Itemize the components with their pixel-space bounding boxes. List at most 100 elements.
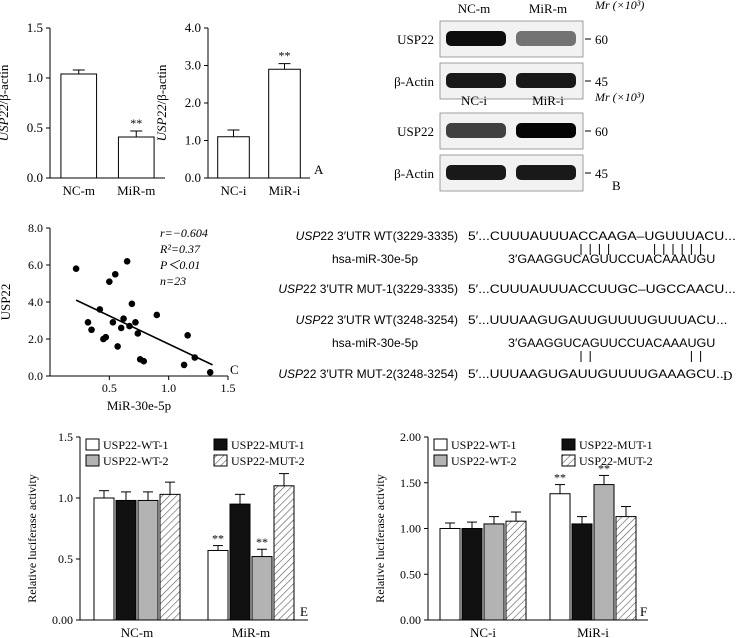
stats-p: P＜0.01 [159,258,200,272]
scatter-point [106,278,113,285]
x-tick-label: 1.0 [161,381,176,395]
x-tick-label-nc-m: NC-m [63,183,96,198]
bar-chart-e: 0.00 0.5 1.0 1.5 NC-m ** ** MiR-m USP22-WT-1 USP2… [25,430,308,638]
alignment-label-text: 22 3′UTR WT(3229-3335) [320,229,458,243]
scatter-point [153,311,161,319]
y-axis-label: USP22 [0,284,13,321]
x-tick-label: 0.5 [102,381,117,395]
bar-chart-f: 0.00 0.50 1.00 1.50 2.00 NC-i ** ** MiR-i USP22-W… [373,430,653,638]
scatter-point [114,343,121,350]
scatter-point [117,324,125,332]
legend-swatch-usp22-mut-2 [561,454,576,467]
bar-usp22-wt-2-mir-m [251,556,273,621]
bar-usp22-mut-2-nc-i [505,520,527,621]
stats-n: n=23 [160,274,186,288]
legend-label-usp22-wt-1: USP22-WT-1 [451,438,517,452]
bar-usp22-wt-2-mir-i [593,484,615,621]
alignment-label-text: 22 3′UTR MUT-2(3248-3254) [303,367,458,381]
alignment-seq-1: 3′GAAGGUCAGUUCCUACAAAUGU [508,252,715,266]
alignment-label-1: hsa-miR-30e-5p [332,252,418,266]
y-tick-label: 1.0 [27,70,43,85]
legend-label-usp22-mut-2: USP22-MUT-2 [231,454,305,468]
alignment-label-3: USP22 3′UTR WT(3248-3254) [296,313,458,327]
significance-label: ** [212,532,224,546]
scatter-chart-c: 0.0 2.0 4.0 6.0 8.0 0.5 1.0 1.5 r=−0.604 R²=0.37 P… [0,221,239,413]
x-tick-label-nc-i: NC-i [221,183,247,198]
scatter-point [102,333,110,341]
panel-letter: D [723,368,732,383]
alignment-label-text: 22 3′UTR WT(3248-3254) [320,313,458,327]
y-tick-label: 0.00 [52,613,73,627]
bar-usp22-wt-1-mir-m [207,549,229,621]
lane-label-nc-i: NC-i [461,93,487,108]
bar-usp22-wt-2-nc-i [483,523,505,621]
y-tick-label: 3.0 [185,58,201,73]
x-tick-label-nc-m: NC-m [121,625,154,638]
alignment-label-text: hsa-miR-30e-5p [332,336,418,350]
bar-nc-i [217,136,250,179]
bar-chart-a-nc-i: 0.0 1.0 2.0 3.0 4.0 NC-i ** MiR-i USP22/β-actin A [154,20,324,198]
bar-nc-m [60,73,98,179]
y-tick-label: 1.00 [400,522,421,536]
legend-label-usp22-mut-2: USP22-MUT-2 [579,454,653,468]
alignment-label-italic: USP [278,367,303,381]
bar-usp22-mut-2-nc-m [159,493,181,621]
y-tick-label: 1.0 [185,133,201,148]
lane-label-nc-m: NC-m [458,1,491,16]
alignment-label-text: 22 3′UTR MUT-1(3229-3335) [303,282,458,296]
legend-swatch-usp22-wt-1 [85,438,100,451]
alignment-label-2: USP22 3′UTR MUT-1(3229-3335) [278,282,458,296]
mr-value: 60 [595,32,608,47]
bar-usp22-mut-2-mir-i [615,516,637,621]
panel-letter: A [314,162,324,177]
y-axis-label-italic: USP22 [154,104,169,141]
blot-band-usp22-mir-i [516,123,576,138]
legend-swatch-usp22-wt-2 [85,454,100,467]
alignment-seq-5: 5′...UUUAAGUGAUUGUUUUGAAAGCU... [468,367,727,381]
x-tick-label-mir-m: MiR-m [117,183,155,198]
scatter-point [72,265,80,273]
scatter-point [140,357,148,365]
mr-value: 60 [595,124,608,139]
scatter-point [123,258,131,265]
stats-r2: R²=0.37 [159,242,201,256]
mr-label-bottom: Mr (×10³) [594,90,644,104]
bar-usp22-wt-1-nc-i [439,528,461,621]
alignment-label-text: hsa-miR-30e-5p [332,252,418,266]
panel-letter: C [230,362,239,377]
y-axis-label-rest: /β-actin [154,64,169,104]
y-tick-label: 1.5 [27,20,43,35]
y-tick-label: 2.0 [185,95,201,110]
bar-usp22-mut-1-mir-m [229,503,251,621]
bar-mir-i [268,68,301,179]
blot-band-actin-nc-i [446,165,506,180]
y-tick-label: 4.0 [185,20,201,35]
x-tick-label-mir-m: MiR-m [232,625,270,638]
alignment-label-italic: USP [296,313,321,327]
legend-label-usp22-wt-2: USP22-WT-2 [103,454,169,468]
alignment-seq-0: 5′...CUUUAUUUACCAAGA–UGUUUACU... [468,229,736,243]
significance-label: ** [554,471,566,485]
scatter-point [184,332,191,339]
y-axis-label: USP22/β-actin [154,64,169,141]
legend-swatch-usp22-mut-1 [561,438,576,451]
lane-label-mir-m: MiR-m [529,1,567,16]
scatter-point [206,369,214,376]
x-tick-label-nc-i: NC-i [470,625,496,638]
blot-band-usp22-nc-i [446,123,506,138]
lane-label-mir-i: MiR-i [532,93,564,108]
mr-value: 45 [595,74,608,89]
legend-swatch-usp22-mut-1 [213,438,228,451]
row-label-actin: β-Actin [394,166,434,181]
y-axis-label-italic: USP22 [0,104,11,141]
scatter-point [88,326,95,334]
y-tick-label: 0.0 [185,170,201,185]
blot-band-usp22-mir-m [516,31,576,46]
scatter-point [134,330,142,337]
y-tick-label: 1.50 [400,476,421,490]
scatter-point [109,319,117,326]
y-tick-label: 1.0 [58,491,73,505]
panel-letter: E [300,604,308,619]
blot-band-actin-nc-m [446,73,506,88]
stats-r: r=−0.604 [160,226,208,240]
